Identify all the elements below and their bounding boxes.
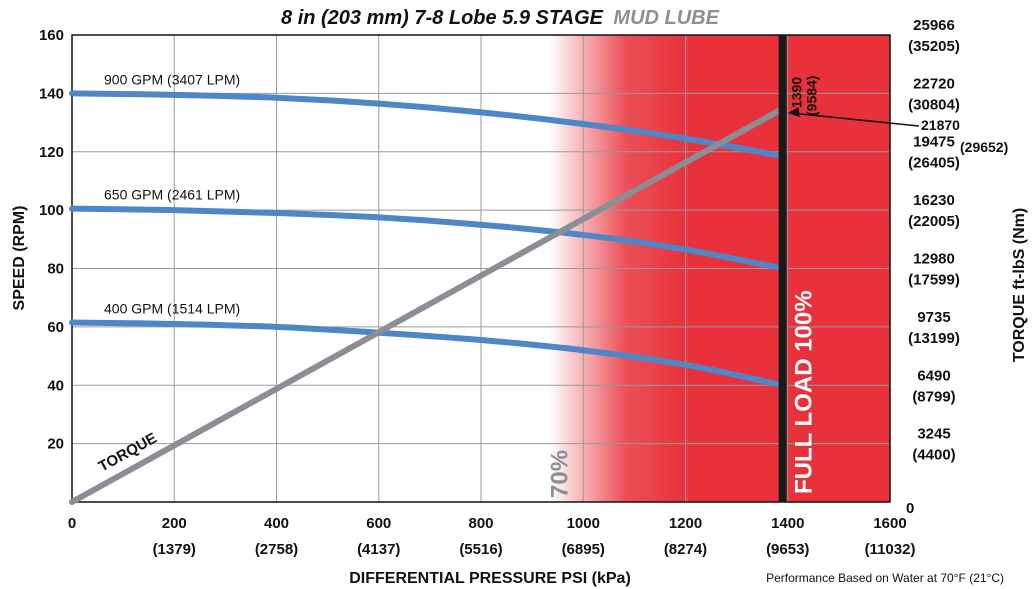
y-axis-title: SPEED (RPM) (11, 206, 28, 311)
grid-layer (71, 34, 891, 503)
speed-series-label-2: 400 GPM (1514 LPM) (104, 300, 240, 316)
x-tick-label: 1400 (771, 515, 804, 532)
speed-line-1 (69, 205, 786, 272)
x-tick-sublabel: (11032) (865, 541, 916, 558)
torque-callout-sub: (29652) (960, 139, 1008, 155)
y2-tick-label: 12980 (913, 251, 955, 268)
x-tick-sublabel: (4137) (357, 541, 400, 558)
plot-frame (71, 34, 891, 503)
x-tick-label: 800 (468, 515, 493, 532)
x-tick-sublabel: (5516) (459, 541, 502, 558)
y-tick-label: 40 (47, 377, 64, 394)
y2-tick-sublabel: (17599) (908, 272, 960, 289)
y-tick-label: 140 (39, 85, 64, 102)
torque-callout-value: 21870 (921, 117, 960, 133)
x-axis-title: DIFFERENTIAL PRESSURE PSI (kPa) (349, 570, 631, 587)
x-tick-label: 200 (162, 515, 187, 532)
y2-tick-label: 9735 (917, 309, 950, 326)
x-tick-label: 1200 (669, 515, 702, 532)
y2-tick-sublabel: (4400) (912, 447, 955, 464)
footnote: Performance Based on Water at 70°F (21°C… (766, 571, 1004, 585)
speed-series-label-1: 650 GPM (2461 LPM) (104, 187, 240, 203)
y-tick-label: 80 (47, 261, 64, 278)
y2-tick-label: 6490 (917, 367, 950, 384)
torque-line (69, 105, 786, 505)
y-tick-label: 120 (39, 144, 64, 161)
x-tick-label: 1600 (873, 515, 906, 532)
x-tick-label: 600 (366, 515, 391, 532)
full-load-value-sub: (9584) (804, 76, 820, 116)
y2-tick-sublabel: (26405) (908, 155, 960, 172)
x-tick-label: 0 (68, 515, 76, 532)
overlay-layer: 70% FULL LOAD 100% 1390 (9584) 21870(29652) (546, 35, 1008, 502)
y2-tick-sublabel: (35205) (908, 38, 960, 55)
x-tick-sublabel: (9653) (766, 541, 809, 558)
x-tick-sublabel: (2758) (255, 541, 298, 558)
x-tick-label: 400 (264, 515, 289, 532)
torque-callout-arrowhead (787, 107, 800, 117)
y-tick-label: 60 (47, 319, 64, 336)
y2-tick-label: 16230 (913, 192, 955, 209)
y2-tick-label: 19475 (913, 134, 955, 151)
y2-tick-label: 0 (906, 500, 914, 517)
y-tick-label: 20 (47, 436, 64, 453)
full-load-value: 1390 (789, 77, 805, 108)
x-tick-sublabel: (8274) (664, 541, 707, 558)
speed-line-0 (69, 90, 786, 160)
y2-tick-label: 22720 (913, 75, 955, 92)
chart-title-main: 8 in (203 mm) 7-8 Lobe 5.9 STAGE (281, 7, 604, 29)
x-tick-sublabel: (1379) (153, 541, 196, 558)
chart-title-accent: MUD LUBE (613, 7, 719, 29)
x-tick-label: 1000 (567, 515, 600, 532)
full-load-label: FULL LOAD 100% (791, 290, 818, 494)
y2-axis-title: TORQUE ft-lbS (Nm) (1011, 208, 1028, 362)
y2-tick-sublabel: (30804) (908, 96, 960, 113)
chart-title: 8 in (203 mm) 7-8 Lobe 5.9 STAGE MUD LUB… (281, 7, 720, 29)
zone-70-label: 70% (546, 450, 573, 498)
y2-tick-sublabel: (13199) (908, 330, 960, 347)
y2-tick-sublabel: (8799) (912, 388, 955, 405)
y-tick-label: 100 (39, 202, 64, 219)
y-tick-label: 160 (39, 27, 64, 44)
y2-tick-label: 3245 (917, 426, 950, 443)
speed-series-label-0: 900 GPM (3407 LPM) (104, 71, 240, 87)
y2-tick-label: 25966 (913, 17, 955, 34)
y2-tick-sublabel: (22005) (908, 213, 960, 230)
x-tick-sublabel: (6895) (562, 541, 605, 558)
speed-line-2 (69, 319, 786, 389)
torque-callout-line (790, 112, 920, 127)
